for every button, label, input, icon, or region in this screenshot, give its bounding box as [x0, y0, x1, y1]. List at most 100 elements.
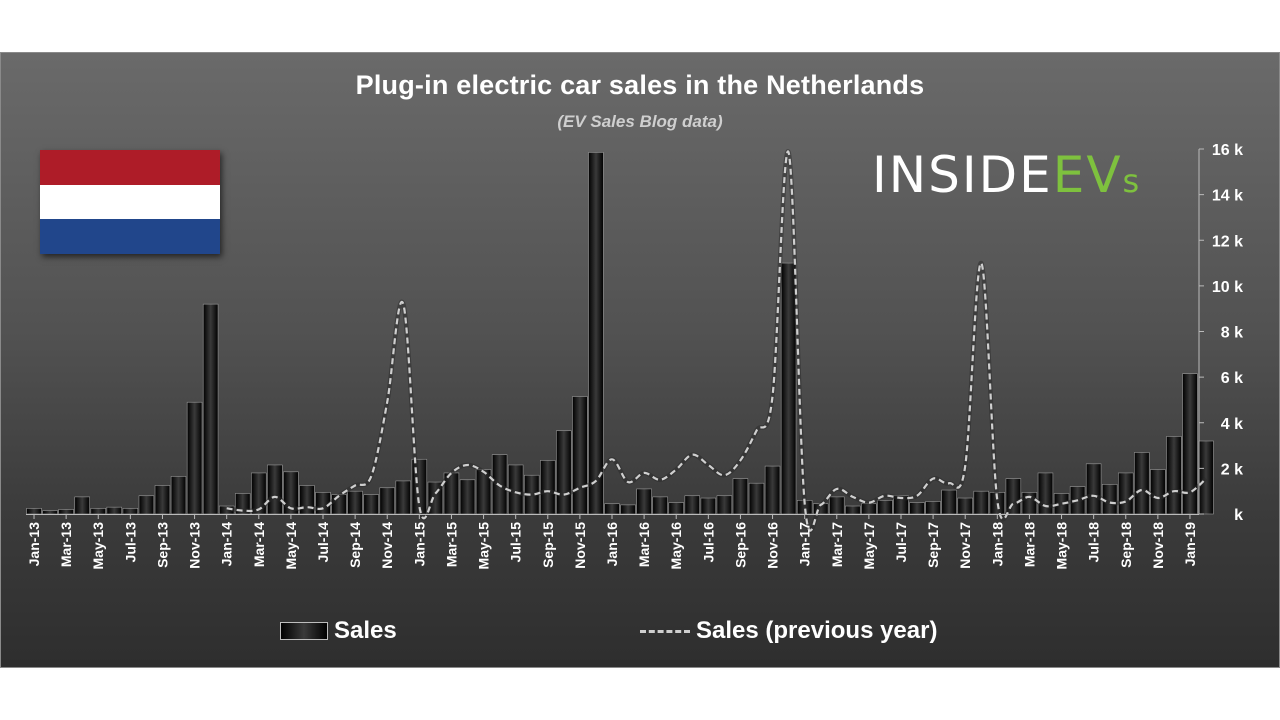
x-tick-label: Sep-15	[540, 522, 556, 568]
logo-text-ev: EV	[1052, 146, 1123, 204]
legend-sales-swatch	[280, 622, 328, 640]
sales-bar-Jan-16	[604, 503, 620, 515]
insideevs-logo: INSIDEEVs	[872, 145, 1141, 205]
x-tick-label: Jul-17	[893, 522, 909, 563]
x-tick-label: Nov-14	[379, 522, 395, 569]
y-tick-label: 16 k	[1212, 142, 1243, 159]
sales-bar-Aug-13	[138, 495, 155, 515]
netherlands-flag-icon	[40, 150, 220, 254]
sales-bar-Sep-15	[540, 460, 556, 515]
sales-bar-Dec-18	[1166, 436, 1182, 515]
x-tick-label: Nov-16	[765, 522, 781, 569]
sales-bars	[26, 152, 1214, 515]
sales-bar-undefined	[1198, 440, 1214, 515]
y-tick-label: 6 k	[1221, 370, 1243, 387]
sales-bar-Sep-17	[925, 501, 941, 515]
sales-bar-Aug-17	[909, 502, 925, 515]
flag-stripe-blue	[40, 219, 220, 254]
legend-sales: Sales	[280, 614, 397, 648]
x-tick-label: Nov-18	[1150, 522, 1166, 569]
x-tick-label: Sep-18	[1118, 522, 1134, 568]
sales-bar-May-13	[90, 507, 106, 515]
previous-year-line-path	[226, 150, 1207, 532]
sales-bar-Jan-13	[26, 507, 42, 515]
y-tick-label: 4 k	[1221, 416, 1243, 433]
y-tick-label: 8 k	[1221, 325, 1243, 342]
sales-bar-Oct-13	[170, 476, 187, 515]
sales-bar-Sep-13	[154, 485, 171, 515]
sales-bar-Oct-17	[941, 489, 957, 515]
sales-bar-Dec-15	[588, 152, 604, 515]
sales-bar-Oct-18	[1134, 452, 1150, 515]
x-tick-label: Jul-14	[315, 522, 331, 563]
y-tick-label: 12 k	[1212, 233, 1243, 250]
x-tick-label: Nov-15	[572, 522, 588, 569]
chart-title: Plug-in electric car sales in the Nether…	[355, 70, 925, 100]
chart-subtitle: (EV Sales Blog data)	[557, 112, 723, 131]
x-tick-label: May-17	[861, 522, 877, 570]
x-tick-label: Sep-16	[732, 522, 748, 568]
logo-text-inside: INSIDE	[872, 146, 1053, 204]
x-tick-label: Jul-18	[1086, 522, 1102, 563]
sales-bar-Mar-13	[58, 509, 74, 515]
x-tick-label: May-13	[90, 522, 106, 570]
sales-bar-Nov-15	[572, 396, 588, 515]
x-tick-label: Jan-18	[989, 522, 1005, 567]
sales-bar-Mar-16	[636, 488, 652, 515]
legend-previous-year-label: Sales (previous year)	[696, 617, 938, 644]
x-tick-label: Jan-13	[26, 522, 42, 567]
logo-text-s: s	[1122, 162, 1142, 200]
sales-bar-Nov-14	[379, 487, 395, 515]
x-tick-label: Jan-17	[797, 522, 813, 567]
x-tick-label: Jan-16	[604, 522, 620, 567]
sales-bar-Sep-16	[732, 478, 749, 515]
sales-bar-Oct-14	[363, 494, 379, 515]
sales-bar-Aug-16	[716, 495, 733, 515]
sales-bar-Jun-16	[684, 495, 700, 515]
sales-bar-Jun-13	[106, 506, 123, 515]
sales-bar-Dec-14	[395, 480, 412, 515]
x-tick-label: May-14	[283, 522, 299, 570]
sales-bar-Mar-17	[829, 496, 845, 515]
x-tick-label: Jan-19	[1182, 522, 1198, 567]
sales-bar-Sep-14	[347, 490, 363, 515]
sales-bar-Nov-18	[1150, 469, 1166, 515]
x-tick-label: Jul-15	[508, 522, 524, 563]
y-tick-label: k	[1234, 507, 1243, 524]
x-tick-label: Sep-17	[925, 522, 941, 568]
x-tick-label: Nov-17	[957, 522, 973, 569]
sales-bar-Jul-13	[122, 507, 139, 515]
sales-bar-Apr-14	[267, 464, 283, 515]
sales-bar-May-17	[861, 503, 877, 515]
x-tick-label: Mar-18	[1021, 522, 1037, 567]
x-tick-label: Sep-13	[155, 522, 171, 568]
x-tick-label: May-16	[668, 522, 684, 570]
sales-bar-May-16	[668, 502, 684, 515]
flag-stripe-white	[40, 184, 220, 220]
legend-sales-label: Sales	[334, 617, 397, 644]
flag-stripe-red	[40, 150, 220, 185]
sales-bar-Apr-15	[459, 479, 476, 515]
x-tick-label: Mar-13	[58, 522, 74, 567]
previous-year-line	[226, 149, 1208, 533]
x-tick-label: Mar-15	[444, 522, 460, 567]
sales-bar-Jun-17	[877, 500, 893, 515]
x-tick-label: Jan-14	[219, 522, 235, 567]
sales-bar-Feb-16	[620, 504, 636, 515]
x-tick-label: Sep-14	[347, 522, 363, 568]
sales-bar-Dec-16	[780, 262, 797, 515]
sales-bar-Sep-18	[1118, 472, 1134, 515]
x-tick-label: Mar-17	[829, 522, 845, 567]
legend-previous-year: Sales (previous year)	[640, 614, 937, 648]
sales-bar-Oct-16	[748, 482, 765, 515]
sales-bar-Feb-13	[42, 510, 58, 515]
x-tick-label: Jul-16	[700, 522, 716, 563]
sales-bar-Dec-17	[973, 490, 989, 515]
x-tick-label: Mar-16	[636, 522, 652, 567]
sales-bar-Apr-16	[652, 496, 668, 515]
x-tick-label: Jul-13	[122, 522, 138, 563]
legend-previous-year-swatch	[640, 629, 690, 633]
x-tick-label: Mar-14	[251, 522, 267, 567]
x-tick-label: Jan-15	[411, 522, 427, 567]
